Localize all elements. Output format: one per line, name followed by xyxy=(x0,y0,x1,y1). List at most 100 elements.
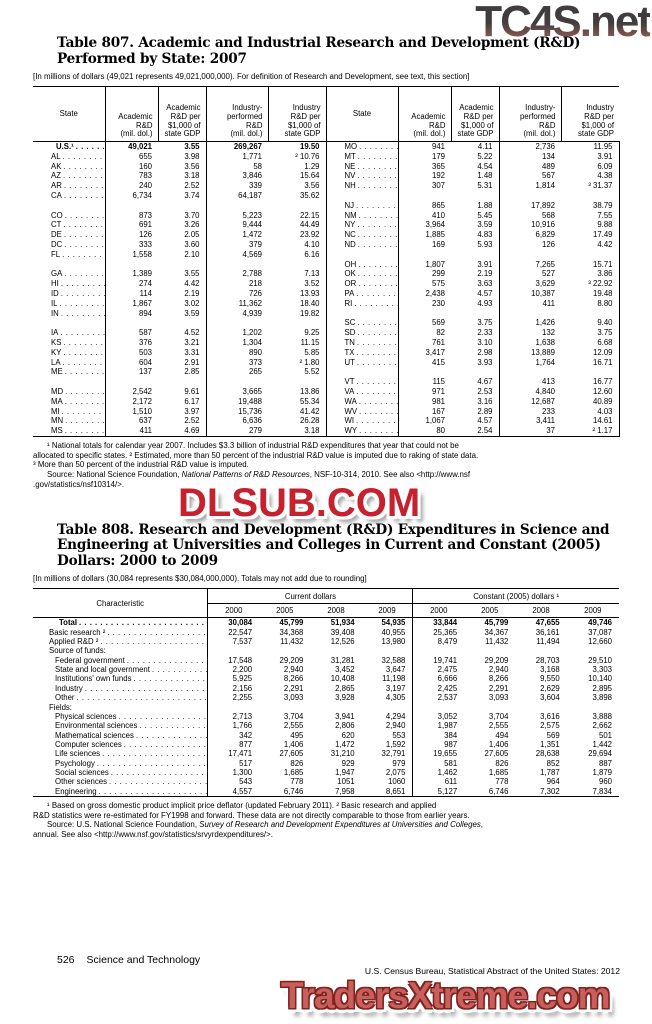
table808-source-prefix: Source: U.S. National Science Foundation… xyxy=(47,820,200,830)
value-cell: 873 xyxy=(138,210,152,220)
value-cell: 14.61 xyxy=(561,416,620,427)
leader-dots xyxy=(357,358,397,368)
row-label-cell: Basic research ² xyxy=(33,627,209,638)
value-cell: 19.82 xyxy=(268,308,327,319)
table808-row: State and local government 2,200 2,940 3,45… xyxy=(33,665,619,675)
table807-row: KS 376 3.21 1,304 11.15 TN 761 3.10 1,638 6.68 xyxy=(33,338,620,348)
value-cell: 10,140 xyxy=(588,674,612,684)
row-label: Source of funds: xyxy=(49,646,106,656)
value-cell: 960 xyxy=(598,777,612,787)
state-cell: NE xyxy=(326,161,399,172)
value-cell: 2,200 xyxy=(232,665,253,675)
watermark-dlsub: DLSUB.COM xyxy=(178,481,421,525)
value-cell: 1,867 xyxy=(132,298,152,308)
state-label: CA xyxy=(51,191,62,201)
state-label: AZ xyxy=(51,171,61,181)
value-cell: 3.55 xyxy=(158,141,207,152)
table808-source-suffix: , xyxy=(480,820,483,830)
value-cell: 27,605 xyxy=(484,749,509,759)
value-cell: 569 xyxy=(431,318,445,328)
state-label: TN xyxy=(344,338,355,348)
value-cell: 826 xyxy=(495,758,509,768)
value-cell: 2,662 xyxy=(592,721,612,731)
value-cell: 32,588 xyxy=(361,655,414,666)
year-header: 2009 xyxy=(361,603,414,619)
state-cell: NY xyxy=(326,220,399,231)
value-cell: 587 xyxy=(138,328,152,338)
value-cell: 4.57 xyxy=(451,289,500,299)
leader-dots xyxy=(60,299,104,309)
row-label-inner: Other xyxy=(33,693,207,702)
leader-dots xyxy=(107,628,207,637)
row-label-inner: Computer sciences xyxy=(33,740,207,749)
table808-group-header-row: Characteristic Current dollars Constant … xyxy=(33,588,619,619)
value-cell: 567 xyxy=(541,171,555,181)
value-cell: 12,660 xyxy=(588,637,612,647)
state-cell-inner: DC xyxy=(33,240,104,250)
value-cell: 58 xyxy=(253,161,262,171)
value-cell: 1,510 xyxy=(132,406,152,416)
value-cell: 19.48 xyxy=(561,289,620,299)
row-label-inner: Social sciences xyxy=(33,768,207,777)
row-label-inner: Industry xyxy=(33,684,207,693)
value-cell: 3,665 xyxy=(242,387,262,397)
value-cell: 1,067 xyxy=(425,416,445,426)
value-cell: 6,746 xyxy=(488,786,509,796)
table808-header: Characteristic Current dollars Constant … xyxy=(33,588,619,619)
table807-row: SC 569 3.75 1,426 9.40 xyxy=(33,318,620,329)
year-header: 2000 xyxy=(207,603,260,619)
state-cell: WY xyxy=(326,426,399,437)
value-cell: 2.98 xyxy=(451,347,500,358)
state-cell xyxy=(326,249,399,260)
value-cell xyxy=(158,200,207,211)
value-cell: 1.88 xyxy=(451,200,500,211)
column-header-academic-rd-per-gdp-2: Academic R&D per $1,000 of state GDP xyxy=(451,86,500,143)
value-cell: 3.97 xyxy=(158,406,207,417)
table807-row: CT 691 3.26 9,444 44.49 NY 3,964 3.59 10,916 9.88 xyxy=(33,220,620,231)
value-cell: 581 xyxy=(444,758,458,768)
state-cell-inner: AL xyxy=(33,152,104,162)
value-cell: 12.60 xyxy=(561,387,620,397)
table807-source-prefix: Source: National Science Foundation, xyxy=(47,470,182,480)
value-cell xyxy=(499,250,561,260)
value-cell: 5,127 xyxy=(437,786,458,796)
state-cell xyxy=(33,318,106,329)
table807-footnote-line3: ³ More than 50 percent of the industrial… xyxy=(33,460,249,470)
state-cell-inner: RI xyxy=(327,299,398,309)
state-cell: MD xyxy=(33,387,106,397)
value-cell xyxy=(561,249,620,260)
value-cell: 29,510 xyxy=(588,655,612,665)
state-label: RI xyxy=(344,298,353,308)
state-label: MS xyxy=(51,426,63,436)
leader-dots xyxy=(63,358,104,368)
value-cell: 230 xyxy=(431,298,445,308)
table807-row: MI 1,510 3.97 15,736 41.42 WV 167 2.89 233 4.03 xyxy=(33,406,620,417)
leader-dots xyxy=(359,407,397,417)
value-cell: 2,865 xyxy=(335,683,355,693)
state-label: NY xyxy=(344,220,356,230)
row-label: Basic research ² xyxy=(49,627,106,637)
value-cell: 2,438 xyxy=(425,289,445,299)
state-label: IL xyxy=(51,298,58,308)
value-cell: 1,685 xyxy=(488,767,509,777)
value-cell: 5,223 xyxy=(242,210,262,220)
row-label-inner: Federal government xyxy=(33,656,207,665)
leader-dots xyxy=(64,181,104,191)
value-cell xyxy=(105,201,158,211)
value-cell: 1,879 xyxy=(592,767,612,777)
value-cell: 1060 xyxy=(361,777,414,787)
value-cell: 26.28 xyxy=(268,416,327,427)
state-cell: MI xyxy=(33,406,106,417)
state-cell: WV xyxy=(326,406,399,417)
value-cell xyxy=(158,377,207,388)
state-cell: U.S.¹ xyxy=(33,141,106,152)
value-cell: 17,548 xyxy=(228,655,253,665)
row-label-cell: Source of funds: xyxy=(33,646,209,656)
value-cell: 2,736 xyxy=(535,142,555,152)
value-cell: 3,704 xyxy=(488,711,509,721)
state-cell: SC xyxy=(326,318,399,329)
value-cell: 34,367 xyxy=(484,627,509,637)
value-cell: 3,616 xyxy=(540,711,560,721)
value-cell: 8,266 xyxy=(283,674,304,684)
